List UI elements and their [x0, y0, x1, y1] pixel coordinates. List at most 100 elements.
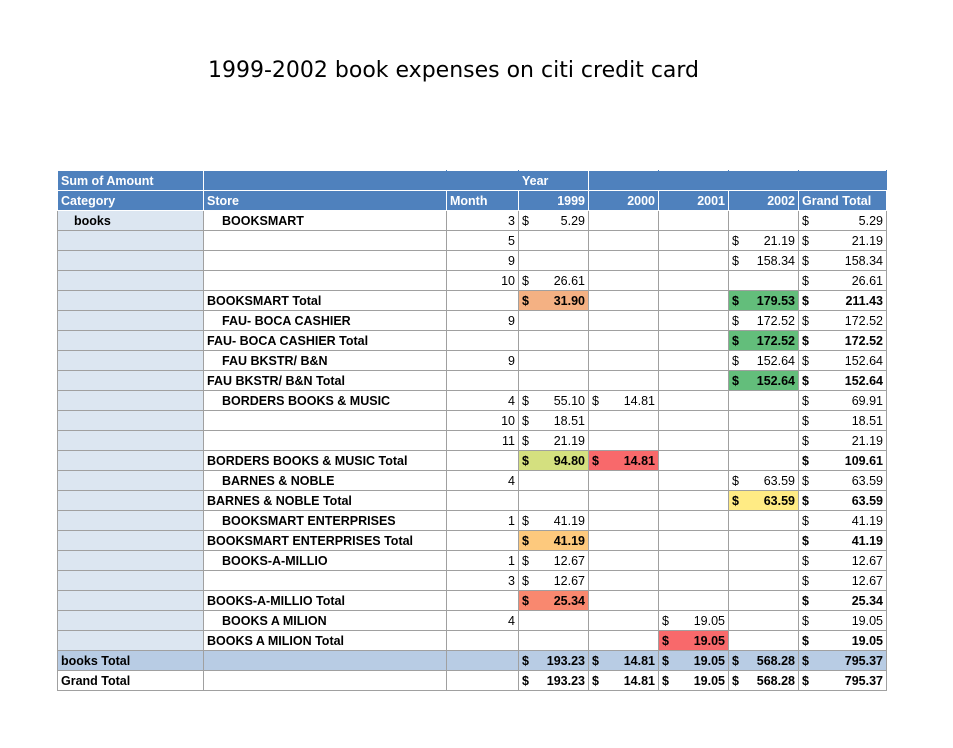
grand-total-cell[interactable]: $158.34	[798, 250, 887, 271]
grand-total-row-y1999-cell[interactable]: $193.23	[518, 670, 589, 691]
amount-2000-cell[interactable]	[588, 310, 659, 331]
amount-2000-cell[interactable]	[588, 590, 659, 611]
amount-1999-cell[interactable]	[518, 630, 589, 651]
store-cell[interactable]: BARNES & NOBLE	[203, 470, 447, 491]
amount-1999-cell[interactable]: $41.19	[518, 530, 589, 551]
year-1999-header[interactable]: 1999	[518, 190, 589, 211]
amount-2000-cell[interactable]	[588, 210, 659, 231]
grand-total-cell[interactable]: $25.34	[798, 590, 887, 611]
month-cell[interactable]: 4	[446, 390, 519, 411]
amount-2001-cell[interactable]	[658, 450, 729, 471]
amount-1999-cell[interactable]: $12.67	[518, 570, 589, 591]
month-cell[interactable]: 4	[446, 470, 519, 491]
amount-2001-cell[interactable]	[658, 390, 729, 411]
amount-2000-cell[interactable]	[588, 630, 659, 651]
store-cell[interactable]: BOOKSMART ENTERPRISES	[203, 510, 447, 531]
amount-2000-cell[interactable]	[588, 350, 659, 371]
month-cell[interactable]: 11	[446, 430, 519, 451]
amount-2001-cell[interactable]	[658, 470, 729, 491]
category-cell[interactable]	[57, 510, 204, 531]
grand-total-cell[interactable]: $69.91	[798, 390, 887, 411]
category-cell[interactable]	[57, 250, 204, 271]
amount-2002-cell[interactable]: $152.64	[728, 350, 799, 371]
amount-2002-cell[interactable]	[728, 630, 799, 651]
store-cell[interactable]	[203, 230, 447, 251]
month-cell[interactable]	[446, 370, 519, 391]
amount-2000-cell[interactable]	[588, 270, 659, 291]
month-cell[interactable]: 10	[446, 270, 519, 291]
amount-2000-cell[interactable]	[588, 470, 659, 491]
category-cell[interactable]	[57, 470, 204, 491]
amount-2002-cell[interactable]: $179.53	[728, 290, 799, 311]
amount-2002-cell[interactable]	[728, 610, 799, 631]
amount-2002-cell[interactable]: $21.19	[728, 230, 799, 251]
amount-2001-cell[interactable]	[658, 210, 729, 231]
store-cell[interactable]: BOOKS-A-MILLIO	[203, 550, 447, 571]
store-total-label[interactable]: FAU- BOCA CASHIER Total	[203, 330, 447, 351]
month-cell[interactable]: 9	[446, 310, 519, 331]
amount-2002-cell[interactable]	[728, 510, 799, 531]
store-cell[interactable]: FAU BKSTR/ B&N	[203, 350, 447, 371]
amount-2001-cell[interactable]	[658, 590, 729, 611]
amount-2001-cell[interactable]	[658, 310, 729, 331]
grand-total-cell[interactable]: $109.61	[798, 450, 887, 471]
month-cell[interactable]	[446, 630, 519, 651]
year-2002-header[interactable]: 2002	[728, 190, 799, 211]
amount-2002-cell[interactable]: $172.52	[728, 310, 799, 331]
grand-total-cell[interactable]: $19.05	[798, 610, 887, 631]
year-label[interactable]: Year	[518, 170, 589, 191]
amount-2001-cell[interactable]	[658, 270, 729, 291]
amount-2000-cell[interactable]: $14.81	[588, 450, 659, 471]
month-cell[interactable]: 10	[446, 410, 519, 431]
amount-2000-cell[interactable]	[588, 530, 659, 551]
grand-total-cell[interactable]: $21.19	[798, 430, 887, 451]
books-total-row-label[interactable]: books Total	[57, 650, 204, 671]
amount-2001-cell[interactable]	[658, 550, 729, 571]
grand-total-cell[interactable]: $12.67	[798, 550, 887, 571]
amount-2000-cell[interactable]	[588, 230, 659, 251]
amount-2001-cell[interactable]	[658, 330, 729, 351]
amount-2001-cell[interactable]	[658, 490, 729, 511]
store-total-label[interactable]: BOOKSMART ENTERPRISES Total	[203, 530, 447, 551]
category-cell[interactable]	[57, 550, 204, 571]
store-cell[interactable]	[203, 570, 447, 591]
amount-1999-cell[interactable]	[518, 490, 589, 511]
amount-2000-cell[interactable]	[588, 330, 659, 351]
month-cell[interactable]: 1	[446, 510, 519, 531]
amount-2001-cell[interactable]	[658, 430, 729, 451]
amount-2001-cell[interactable]	[658, 230, 729, 251]
month-cell[interactable]: 3	[446, 210, 519, 231]
category-cell[interactable]	[57, 310, 204, 331]
amount-1999-cell[interactable]: $94.80	[518, 450, 589, 471]
amount-1999-cell[interactable]	[518, 470, 589, 491]
store-cell[interactable]	[203, 410, 447, 431]
amount-2000-cell[interactable]	[588, 510, 659, 531]
amount-2000-cell[interactable]	[588, 370, 659, 391]
amount-2001-cell[interactable]	[658, 350, 729, 371]
year-2001-header[interactable]: 2001	[658, 190, 729, 211]
amount-2002-cell[interactable]	[728, 450, 799, 471]
category-cell[interactable]	[57, 570, 204, 591]
grand-total-row-y2002-cell[interactable]: $568.28	[728, 670, 799, 691]
books-total-row-y2002-cell[interactable]: $568.28	[728, 650, 799, 671]
grand-total-cell[interactable]: $152.64	[798, 370, 887, 391]
amount-1999-cell[interactable]: $26.61	[518, 270, 589, 291]
store-cell[interactable]	[203, 270, 447, 291]
grand-total-cell[interactable]: $63.59	[798, 470, 887, 491]
category-header[interactable]: Category	[57, 190, 204, 211]
amount-2002-cell[interactable]: $63.59	[728, 490, 799, 511]
amount-2001-cell[interactable]	[658, 410, 729, 431]
month-cell[interactable]	[446, 590, 519, 611]
amount-1999-cell[interactable]	[518, 230, 589, 251]
store-cell[interactable]: BOOKSMART	[203, 210, 447, 231]
store-total-label[interactable]: BORDERS BOOKS & MUSIC Total	[203, 450, 447, 471]
amount-2000-cell[interactable]	[588, 430, 659, 451]
month-header[interactable]: Month	[446, 190, 519, 211]
amount-2001-cell[interactable]	[658, 510, 729, 531]
amount-1999-cell[interactable]	[518, 330, 589, 351]
amount-2001-cell[interactable]	[658, 370, 729, 391]
month-cell[interactable]: 9	[446, 350, 519, 371]
month-cell[interactable]: 9	[446, 250, 519, 271]
amount-2001-cell[interactable]	[658, 290, 729, 311]
category-cell[interactable]	[57, 270, 204, 291]
